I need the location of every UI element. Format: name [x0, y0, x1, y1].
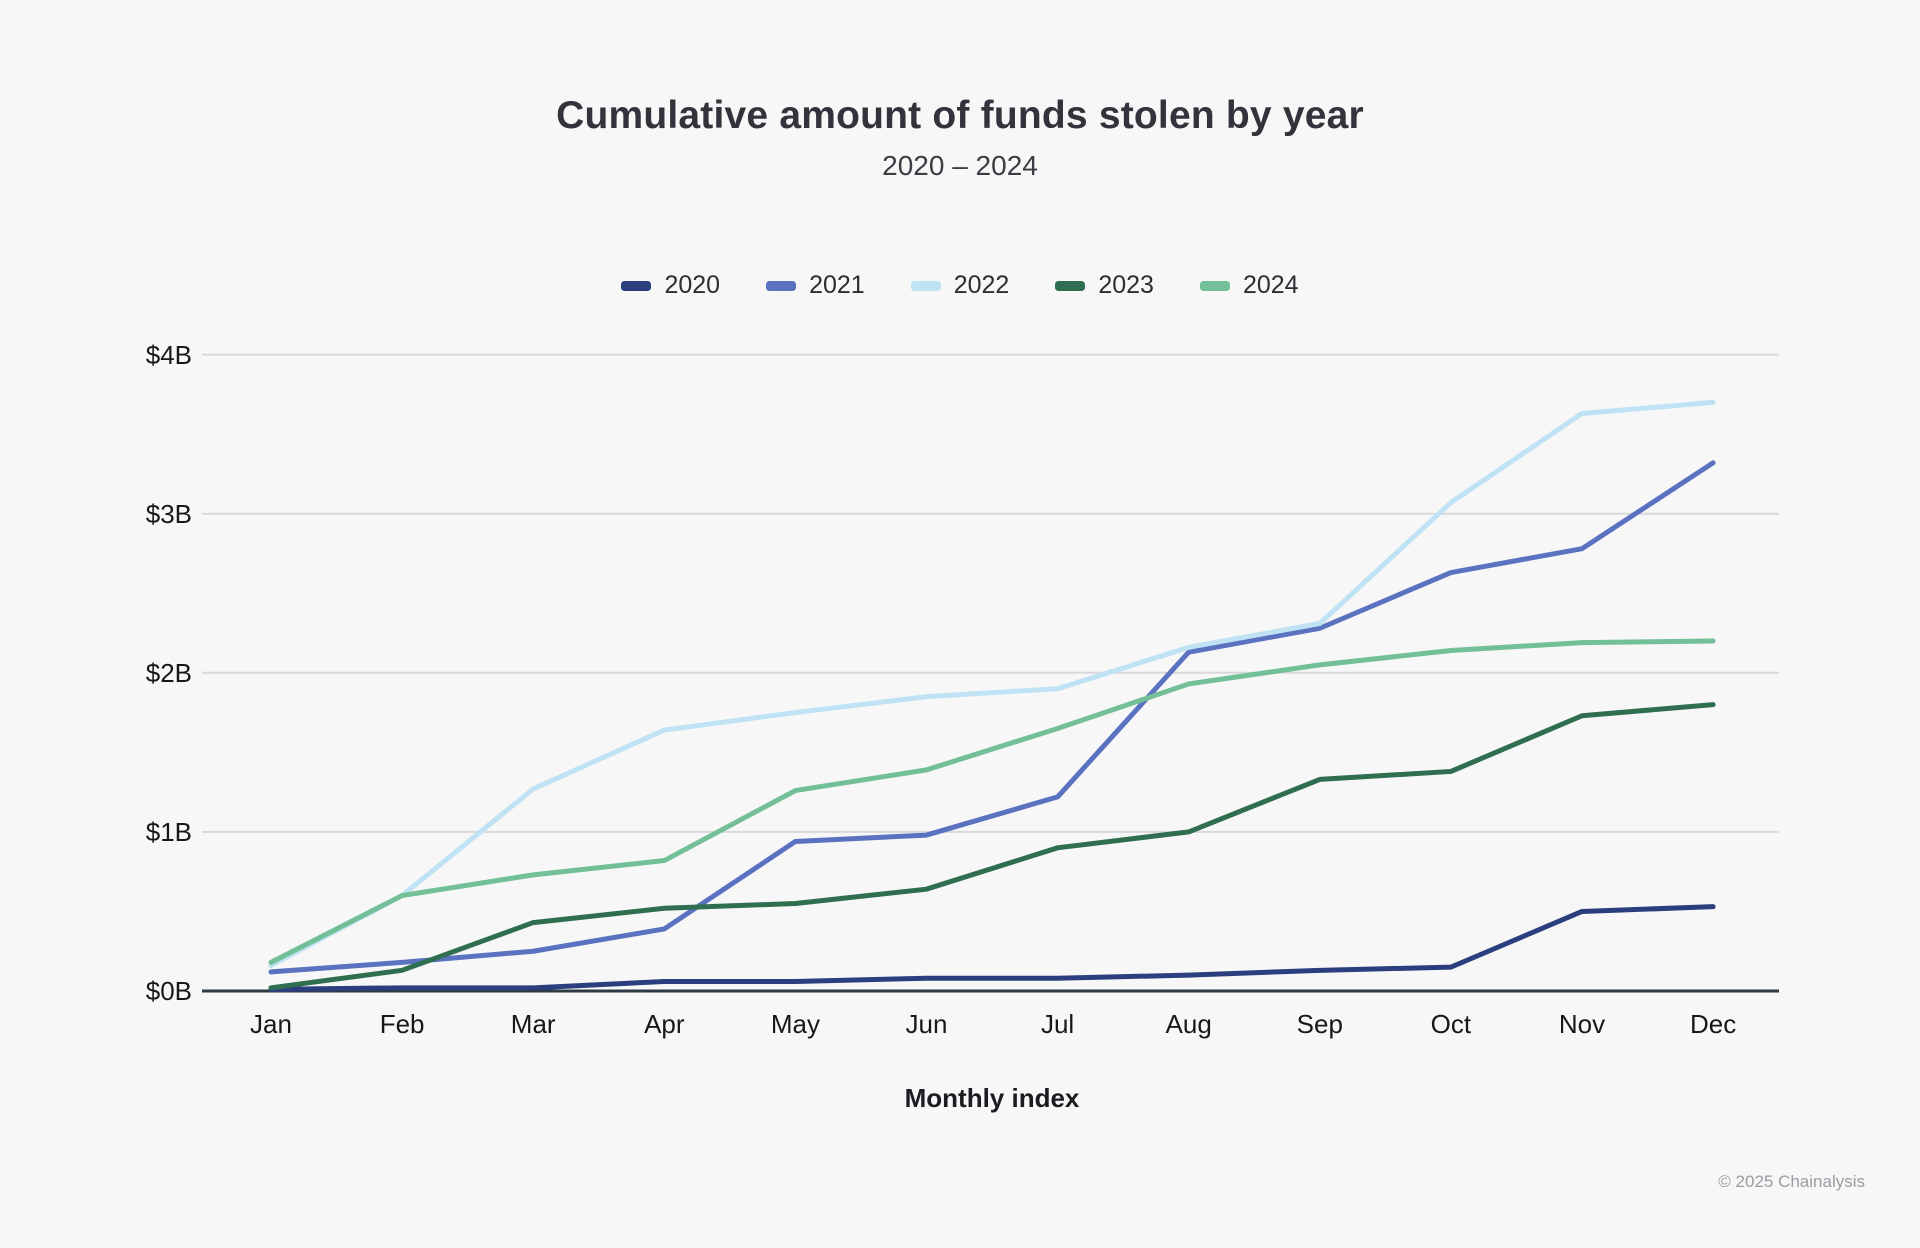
x-tick-label: Feb: [379, 1009, 425, 1039]
x-axis-title: Monthly index: [904, 1083, 1080, 1113]
legend-item-2022: 2022: [910, 271, 1010, 300]
x-tick-label: Sep: [1296, 1009, 1343, 1039]
legend: 2020 2021 2022 2023 2024: [0, 271, 1920, 300]
legend-label: 2021: [809, 271, 865, 299]
y-tick-label: $1B: [145, 816, 192, 847]
x-tick-label: Oct: [1430, 1009, 1472, 1039]
legend-label: 2020: [664, 271, 721, 299]
x-tick-label: Jun: [905, 1009, 948, 1039]
y-tick-label: $4B: [145, 339, 192, 370]
series-line-2020: [268, 904, 1716, 992]
chart-title: Cumulative amount of funds stolen by yea…: [556, 94, 1364, 137]
series-line-2021: [268, 460, 1716, 975]
x-tick-label: Apr: [644, 1009, 685, 1039]
x-tick-label: Nov: [1558, 1009, 1606, 1039]
legend-swatch-icon: [1055, 280, 1086, 291]
chart-subtitle: 2020 – 2024: [882, 150, 1038, 181]
legend-item-2020: 2020: [621, 271, 720, 300]
legend-swatch-icon: [621, 280, 652, 291]
legend-label: 2024: [1242, 271, 1299, 299]
x-tick-label: Dec: [1689, 1009, 1737, 1039]
legend-item-2024: 2024: [1199, 271, 1299, 300]
x-tick-label: Aug: [1165, 1009, 1212, 1039]
legend-item-2023: 2023: [1055, 271, 1154, 300]
legend-swatch-icon: [766, 280, 797, 291]
y-tick-label: $3B: [145, 498, 192, 529]
legend-swatch-icon: [1199, 280, 1230, 291]
x-tick-label: Jan: [250, 1009, 292, 1039]
x-tick-label: Mar: [510, 1009, 556, 1039]
series-line-2022: [268, 399, 1716, 969]
y-tick-label: $2B: [145, 657, 192, 688]
series-line-2023: [268, 702, 1716, 991]
x-tick-label: Jul: [1040, 1009, 1075, 1039]
legend-label: 2023: [1098, 271, 1154, 299]
legend-swatch-icon: [910, 280, 941, 291]
series-line-2024: [268, 638, 1716, 965]
footer-credit: © 2025 Chainalysis: [1718, 1172, 1865, 1191]
x-tick-label: May: [770, 1009, 820, 1039]
legend-label: 2022: [953, 271, 1010, 299]
legend-item-2021: 2021: [766, 271, 865, 300]
y-tick-label: $0B: [145, 976, 192, 1006]
